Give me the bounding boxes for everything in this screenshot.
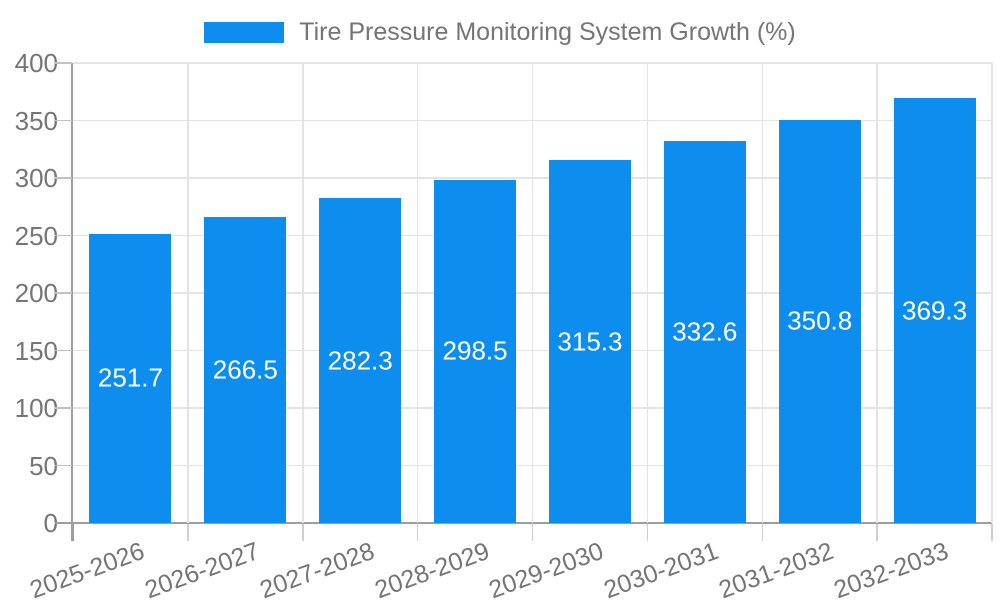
x-axis-category-label: 2027-2028 [255, 537, 378, 600]
x-tick-mark [72, 524, 74, 541]
bar: 282.3 [319, 198, 402, 523]
bar: 251.7 [89, 233, 172, 523]
bar: 369.3 [893, 98, 976, 523]
plot-area: 251.7 266.5 282.3 298.5 315.3 332.6 350.8 369.3 [73, 62, 993, 523]
v-gridline [187, 63, 189, 523]
x-axis-category-label: 2025-2026 [26, 537, 149, 600]
bar-value-label: 282.3 [327, 345, 393, 376]
y-axis-tick-label: 400 [14, 48, 58, 78]
bar: 350.8 [778, 119, 861, 523]
bar-value-label: 251.7 [97, 362, 163, 393]
bar-value-label: 298.5 [442, 335, 508, 366]
y-tick-mark [55, 119, 72, 122]
x-axis-line [55, 522, 992, 524]
v-gridline [531, 63, 534, 523]
bar-value-label: 332.6 [672, 316, 738, 347]
x-tick-mark [761, 524, 763, 541]
y-tick-mark [55, 522, 72, 524]
bar: 298.5 [434, 179, 517, 523]
y-tick-mark [55, 407, 72, 409]
chart-legend: Tire Pressure Monitoring System Growth (… [0, 18, 1000, 47]
v-gridline [876, 63, 878, 523]
x-axis-category-label: 2028-2029 [370, 537, 493, 600]
bar-value-label: 350.8 [787, 305, 853, 336]
x-tick-mark [302, 524, 304, 541]
v-gridline [991, 63, 993, 523]
y-tick-mark [55, 292, 72, 294]
y-axis-line [71, 63, 73, 541]
y-tick-mark [55, 464, 72, 467]
v-gridline [302, 63, 304, 523]
x-axis-category-label: 2026-2027 [140, 537, 263, 600]
bar: 315.3 [548, 160, 631, 523]
y-tick-mark [55, 349, 72, 352]
v-gridline [761, 63, 763, 523]
y-axis-tick-label: 50 [29, 450, 58, 481]
x-axis-category-label: 2032-2033 [830, 537, 953, 600]
y-axis-tick-label: 250 [14, 220, 58, 251]
legend-label: Tire Pressure Monitoring System Growth (… [299, 18, 796, 46]
y-axis-tick-label: 350 [14, 105, 58, 136]
bar: 332.6 [663, 140, 746, 523]
y-axis-tick-label: 0 [43, 508, 58, 538]
v-gridline [416, 63, 419, 523]
bar: 266.5 [204, 216, 287, 523]
x-tick-mark [187, 524, 189, 541]
y-axis-tick-label: 150 [14, 335, 58, 366]
legend-swatch [204, 22, 285, 43]
bar-value-label: 369.3 [902, 295, 968, 326]
x-tick-mark [991, 524, 993, 541]
x-axis-category-label: 2030-2031 [600, 537, 723, 600]
x-tick-mark [531, 524, 534, 541]
y-axis-tick-label: 100 [14, 393, 58, 423]
x-tick-mark [876, 524, 878, 541]
x-tick-mark [416, 524, 419, 541]
x-axis-category-label: 2029-2030 [485, 537, 608, 600]
v-gridline [646, 63, 649, 523]
y-axis-tick-label: 300 [14, 163, 58, 193]
bar-value-label: 266.5 [212, 354, 278, 385]
y-axis-tick-label: 200 [14, 278, 58, 308]
x-tick-mark [646, 524, 649, 541]
y-tick-mark [55, 177, 72, 179]
y-tick-mark [55, 234, 72, 237]
bar-value-label: 315.3 [557, 326, 623, 357]
y-tick-mark [55, 62, 72, 64]
x-axis-category-label: 2031-2032 [715, 537, 838, 600]
